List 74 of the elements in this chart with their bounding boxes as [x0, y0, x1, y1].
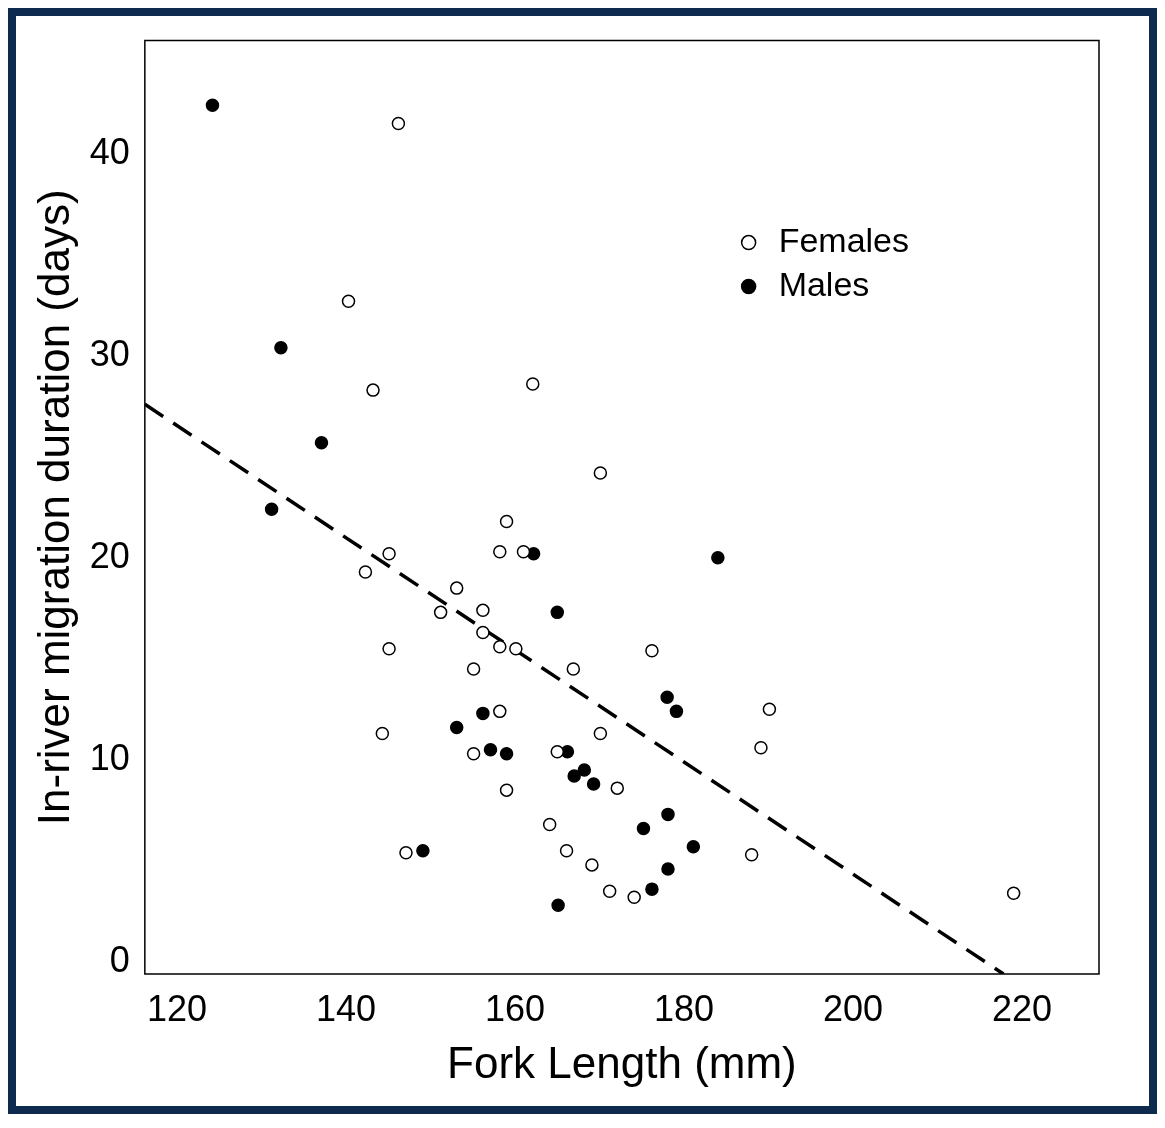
- point: [499, 514, 514, 529]
- point: [754, 740, 768, 755]
- legend-label: Males: [778, 264, 870, 303]
- point: [476, 603, 490, 618]
- point: [466, 662, 481, 676]
- point: [610, 781, 625, 795]
- point: [1006, 886, 1021, 900]
- point: [566, 662, 581, 676]
- point: [366, 383, 380, 397]
- point: [375, 726, 390, 741]
- point: [567, 769, 581, 783]
- point: [449, 581, 464, 595]
- point: [711, 551, 725, 565]
- point: [382, 547, 396, 561]
- point: [391, 116, 406, 131]
- point: [593, 466, 608, 480]
- point: [550, 605, 565, 620]
- point: [399, 846, 413, 860]
- point: [483, 742, 498, 757]
- point: [476, 625, 490, 640]
- x-tick-label: 140: [315, 987, 377, 1029]
- point: [264, 502, 279, 517]
- point: [493, 704, 507, 719]
- point: [602, 884, 617, 898]
- point: [416, 844, 430, 858]
- point: [476, 706, 490, 721]
- x-tick-label: 120: [146, 987, 207, 1029]
- x-tick-label: 200: [823, 987, 884, 1029]
- point: [499, 783, 514, 797]
- point: [636, 821, 651, 836]
- point: [577, 763, 592, 777]
- point: [686, 839, 701, 854]
- point: [661, 807, 675, 822]
- point: [559, 844, 574, 858]
- point: [493, 545, 507, 559]
- point: [516, 545, 531, 559]
- point: [542, 817, 557, 832]
- point: [660, 690, 674, 704]
- y-tick-label: 10: [89, 736, 130, 778]
- point: [645, 882, 659, 896]
- x-tick-label: 160: [484, 987, 546, 1029]
- point: [341, 294, 356, 308]
- point: [669, 704, 684, 719]
- point: [499, 747, 514, 761]
- y-tick-label: 30: [89, 332, 130, 374]
- point: [449, 720, 464, 735]
- point: [358, 565, 373, 579]
- x-tick-label: 220: [992, 987, 1053, 1029]
- point: [382, 641, 396, 656]
- point: [509, 641, 523, 656]
- y-tick-label: 0: [109, 938, 130, 980]
- point: [205, 98, 220, 112]
- point: [526, 377, 540, 391]
- point: [661, 862, 675, 876]
- point: [466, 747, 481, 761]
- point: [645, 644, 659, 658]
- point: [586, 777, 601, 791]
- point: [314, 435, 329, 450]
- point: [550, 745, 565, 759]
- legend-label: Females: [778, 220, 909, 259]
- y-axis-title: In-river migration duration (days): [28, 189, 78, 826]
- point: [433, 605, 448, 620]
- point: [762, 702, 777, 717]
- point: [593, 726, 608, 741]
- point: [744, 848, 759, 862]
- point: [493, 639, 507, 654]
- point: [627, 890, 641, 904]
- y-tick-label: 20: [89, 534, 130, 576]
- point: [585, 858, 599, 872]
- y-tick-label: 40: [89, 130, 130, 172]
- point: [274, 340, 288, 355]
- x-axis-title: Fork Length (mm): [447, 1037, 797, 1087]
- x-tick-label: 180: [654, 987, 715, 1029]
- point: [551, 898, 565, 913]
